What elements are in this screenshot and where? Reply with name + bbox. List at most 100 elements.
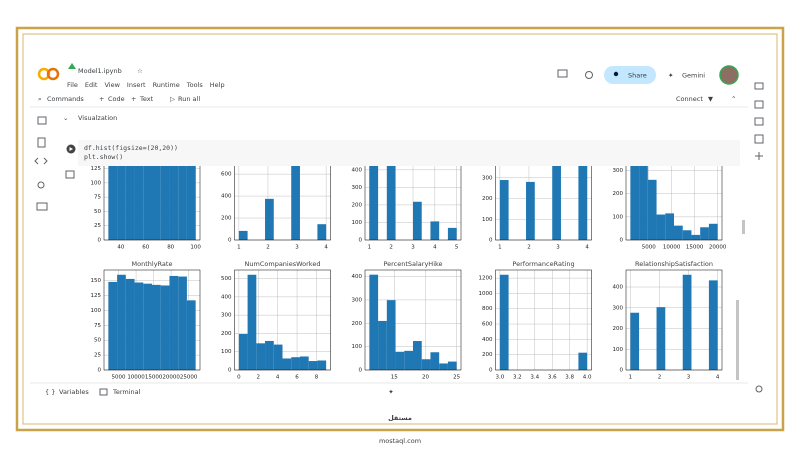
bar bbox=[117, 166, 126, 240]
y-tick-label: 25 bbox=[94, 353, 101, 359]
plot-frame bbox=[234, 166, 331, 241]
run-all[interactable]: Run all bbox=[178, 95, 200, 103]
plot-frame bbox=[495, 269, 592, 371]
y-tick-label: 200 bbox=[613, 326, 624, 332]
histogram: 02004006008001234 bbox=[221, 166, 331, 251]
star[interactable]: ☆ bbox=[137, 67, 143, 75]
menu-item[interactable]: Runtime bbox=[153, 81, 180, 89]
y-tick-label: 0 bbox=[620, 238, 624, 244]
terminal-tab[interactable]: Terminal bbox=[112, 388, 141, 396]
bar bbox=[647, 179, 657, 240]
menu-item[interactable]: File bbox=[67, 81, 78, 89]
bar bbox=[656, 214, 666, 240]
bar bbox=[682, 230, 692, 240]
x-tick-label: 3.4 bbox=[530, 375, 539, 381]
x-tick-label: 10000 bbox=[663, 245, 681, 251]
bar bbox=[421, 359, 431, 370]
bar bbox=[238, 333, 248, 370]
x-tick-label: 2 bbox=[257, 375, 261, 381]
bar bbox=[160, 285, 170, 370]
y-tick-label: 300 bbox=[613, 305, 624, 311]
histogram: MonthlyRate 0 25 50 75 100 125 150 5000 10000 1500… bbox=[91, 260, 201, 381]
x-tick-label: 5 bbox=[455, 245, 459, 251]
histogram: 01002003004005000100001500020000 bbox=[613, 166, 727, 251]
scrollbar[interactable] bbox=[742, 220, 745, 234]
comment-icon[interactable] bbox=[557, 69, 568, 78]
menu-item[interactable]: Insert bbox=[127, 81, 146, 89]
scrollbar[interactable] bbox=[736, 300, 739, 380]
bar bbox=[682, 274, 692, 370]
x-tick-label: 25000 bbox=[180, 375, 198, 381]
bar bbox=[665, 213, 674, 240]
bar bbox=[552, 166, 561, 240]
bar bbox=[674, 225, 683, 240]
bar bbox=[299, 356, 309, 370]
bar bbox=[169, 275, 179, 370]
file-name[interactable]: Model1.ipynb bbox=[78, 67, 122, 75]
bar bbox=[439, 363, 448, 370]
histogram: 0255075100125150406080100 bbox=[91, 166, 201, 251]
x-tick-label: 5000 bbox=[112, 375, 126, 381]
y-tick-label: 400 bbox=[352, 167, 363, 173]
x-tick-label: 8 bbox=[315, 375, 319, 381]
x-tick-label: 15000 bbox=[145, 375, 163, 381]
x-tick-label: 20000 bbox=[162, 375, 180, 381]
y-tick-label: 100 bbox=[221, 349, 232, 355]
bar bbox=[700, 227, 709, 240]
y-tick-label: 800 bbox=[482, 306, 493, 312]
bar bbox=[378, 320, 387, 370]
bar bbox=[178, 166, 187, 240]
y-tick-label: 0 bbox=[228, 238, 232, 244]
x-tick-label: 4 bbox=[585, 245, 589, 251]
y-tick-label: 600 bbox=[221, 172, 232, 178]
x-tick-label: 6 bbox=[295, 375, 299, 381]
y-tick-label: 200 bbox=[221, 216, 232, 222]
avatar[interactable] bbox=[719, 65, 739, 85]
share-label[interactable]: Share bbox=[628, 72, 647, 80]
plot-frame bbox=[625, 166, 723, 241]
svg-text:+: + bbox=[131, 95, 136, 103]
plot-frame bbox=[103, 166, 201, 241]
y-tick-label: 100 bbox=[352, 220, 363, 226]
connect[interactable]: Connect bbox=[676, 95, 703, 103]
menu-item[interactable]: Edit bbox=[85, 81, 98, 89]
y-tick-label: 200 bbox=[221, 331, 232, 337]
y-tick-label: 300 bbox=[352, 185, 363, 191]
bar bbox=[499, 274, 509, 370]
y-tick-label: 200 bbox=[352, 321, 363, 327]
x-tick-label: 80 bbox=[167, 245, 174, 251]
output-icon[interactable] bbox=[65, 170, 75, 179]
commands[interactable]: Commands bbox=[47, 95, 84, 103]
menu-item[interactable]: Tools bbox=[186, 81, 204, 89]
y-tick-label: 100 bbox=[91, 308, 102, 314]
x-tick-label: 15000 bbox=[686, 245, 704, 251]
output-area: 0255075100125150406080100020040060080012… bbox=[91, 166, 727, 381]
y-tick-label: 25 bbox=[94, 223, 101, 229]
settings-icon[interactable] bbox=[585, 71, 593, 79]
bar bbox=[169, 166, 179, 240]
bar bbox=[369, 166, 379, 240]
share-button[interactable] bbox=[604, 66, 656, 84]
add-code[interactable]: Code bbox=[108, 95, 125, 103]
variables-tab[interactable]: Variables bbox=[59, 388, 89, 396]
bar bbox=[578, 166, 588, 240]
x-tick-label: 3.8 bbox=[565, 375, 574, 381]
y-tick-label: 200 bbox=[482, 196, 493, 202]
watermark-latin: mostaql.com bbox=[379, 437, 421, 445]
bar bbox=[134, 166, 144, 240]
x-tick-label: 1 bbox=[629, 375, 633, 381]
gemini-button[interactable]: Gemini bbox=[682, 72, 705, 80]
frame bbox=[15, 26, 785, 432]
menu-item[interactable]: Help bbox=[210, 81, 225, 89]
menu-item[interactable]: View bbox=[104, 81, 120, 89]
bar bbox=[186, 300, 196, 370]
y-tick-label: 0 bbox=[489, 238, 493, 244]
y-tick-label: 150 bbox=[91, 278, 102, 284]
y-tick-label: 400 bbox=[352, 274, 363, 280]
bar bbox=[578, 352, 588, 370]
x-tick-label: 4 bbox=[716, 375, 720, 381]
section-heading: Visualzation bbox=[78, 114, 117, 122]
add-text[interactable]: Text bbox=[139, 95, 154, 103]
code-cell[interactable] bbox=[78, 140, 740, 166]
